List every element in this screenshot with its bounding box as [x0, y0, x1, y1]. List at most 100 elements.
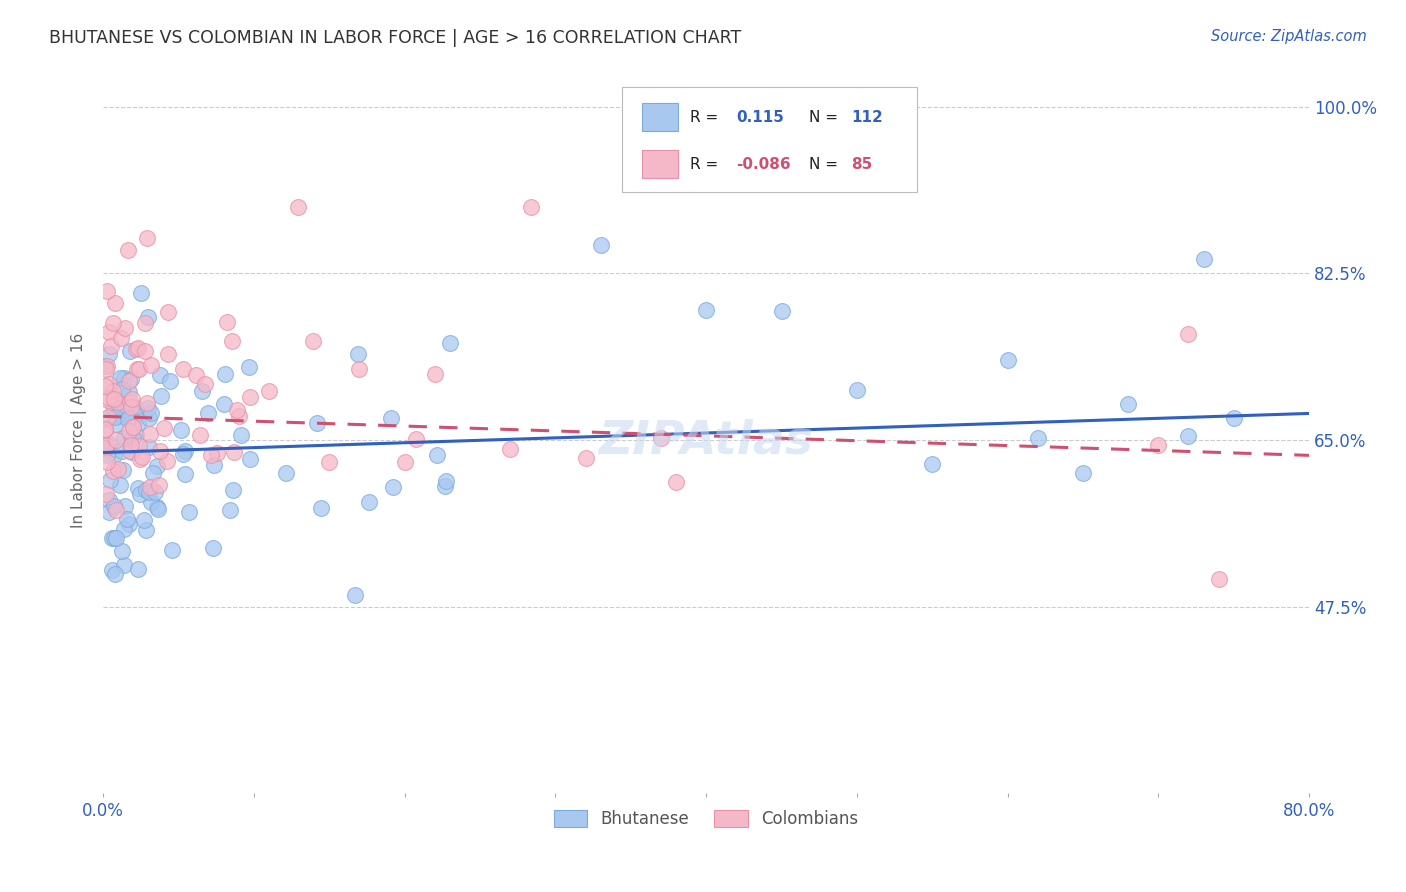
- Point: [124, 406, 146, 420]
- Point: [107, 394, 129, 409]
- Point: [97, 392, 120, 407]
- Point: [439, 335, 461, 350]
- Point: [135, 483, 157, 498]
- Point: [845, 383, 868, 397]
- Point: [150, 389, 173, 403]
- Point: [221, 334, 243, 348]
- Point: [96, 285, 118, 299]
- Point: [121, 392, 143, 406]
- Point: [128, 362, 150, 376]
- Point: [111, 382, 134, 396]
- Point: [239, 451, 262, 466]
- Point: [97, 409, 120, 424]
- Point: [101, 400, 124, 414]
- Point: [127, 416, 149, 430]
- Point: [226, 403, 249, 417]
- Bar: [643, 151, 679, 178]
- Point: [347, 347, 370, 361]
- Point: [96, 455, 118, 469]
- Point: [97, 347, 120, 361]
- Point: [127, 362, 149, 376]
- Point: [218, 503, 240, 517]
- Point: [134, 343, 156, 358]
- Point: [112, 522, 135, 536]
- Point: [770, 304, 793, 318]
- Point: [146, 459, 169, 474]
- Point: [381, 480, 404, 494]
- Point: [97, 436, 120, 450]
- Point: [139, 358, 162, 372]
- Point: [124, 401, 146, 415]
- Point: [174, 444, 197, 458]
- Point: [172, 361, 194, 376]
- Point: [184, 368, 207, 383]
- Text: 112: 112: [851, 110, 883, 125]
- Point: [117, 243, 139, 257]
- Point: [138, 411, 160, 425]
- Point: [101, 531, 124, 545]
- Point: [214, 367, 236, 381]
- Point: [197, 406, 219, 420]
- Point: [93, 423, 115, 437]
- Point: [96, 486, 118, 500]
- Point: [1147, 438, 1170, 452]
- Point: [128, 452, 150, 467]
- Point: [426, 448, 449, 462]
- Point: [142, 467, 165, 481]
- Point: [115, 512, 138, 526]
- Point: [257, 384, 280, 398]
- Point: [108, 371, 131, 385]
- Point: [222, 445, 245, 459]
- Point: [1177, 429, 1199, 443]
- Point: [1177, 326, 1199, 341]
- Point: [114, 321, 136, 335]
- Text: -0.086: -0.086: [737, 157, 792, 171]
- Point: [104, 531, 127, 545]
- Point: [138, 440, 160, 454]
- Point: [156, 454, 179, 468]
- Point: [114, 401, 136, 416]
- Point: [101, 464, 124, 478]
- Point: [136, 230, 159, 244]
- Point: [200, 448, 222, 462]
- Point: [188, 427, 211, 442]
- Point: [131, 450, 153, 465]
- Point: [134, 316, 156, 330]
- Text: 85: 85: [851, 157, 872, 171]
- Point: [118, 384, 141, 399]
- Point: [287, 200, 309, 214]
- Point: [93, 379, 115, 393]
- Point: [118, 424, 141, 438]
- Point: [139, 406, 162, 420]
- Point: [98, 493, 121, 508]
- Point: [125, 342, 148, 356]
- Point: [132, 513, 155, 527]
- Point: [146, 501, 169, 516]
- Point: [103, 392, 125, 406]
- Point: [997, 353, 1019, 368]
- Text: Source: ZipAtlas.com: Source: ZipAtlas.com: [1211, 29, 1367, 44]
- FancyBboxPatch shape: [621, 87, 917, 192]
- Point: [97, 391, 120, 405]
- Point: [108, 478, 131, 492]
- Point: [318, 455, 340, 469]
- Point: [139, 427, 162, 442]
- Point: [201, 541, 224, 555]
- Point: [153, 421, 176, 435]
- Text: R =: R =: [690, 110, 718, 125]
- Bar: [643, 103, 679, 131]
- Point: [179, 505, 201, 519]
- Point: [160, 543, 183, 558]
- Point: [149, 368, 172, 382]
- Point: [380, 411, 402, 425]
- Point: [695, 303, 717, 318]
- Point: [202, 458, 225, 473]
- Point: [120, 372, 142, 386]
- Point: [110, 409, 132, 423]
- Point: [121, 412, 143, 426]
- Point: [349, 361, 371, 376]
- Point: [93, 411, 115, 425]
- Point: [122, 420, 145, 434]
- Point: [104, 410, 127, 425]
- Text: 0.115: 0.115: [737, 110, 785, 125]
